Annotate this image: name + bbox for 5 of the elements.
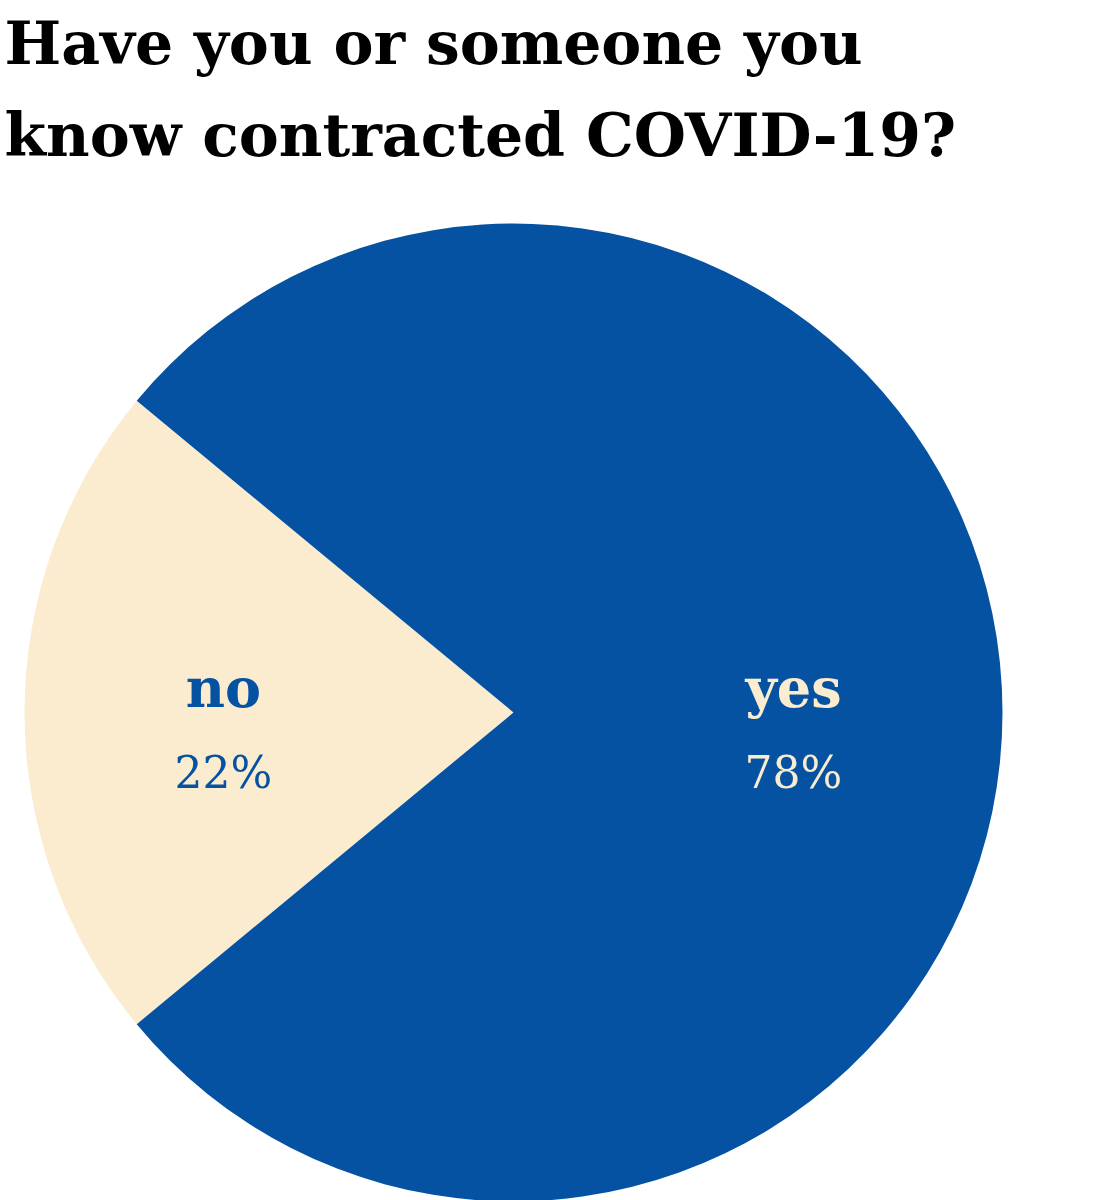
slice-label: no <box>185 655 262 720</box>
data-label: 78% <box>744 747 843 798</box>
data-label: 22% <box>174 747 273 798</box>
slice-label: yes <box>744 655 842 720</box>
chart-title: Have you or someone you know contracted COVID-19? <box>4 7 957 170</box>
